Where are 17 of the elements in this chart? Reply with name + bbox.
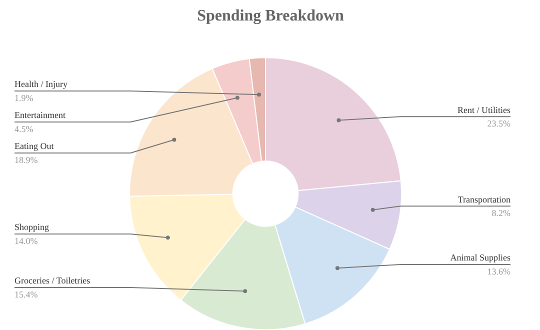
slice-label: Entertainment <box>14 110 66 120</box>
slice-label: Rent / Utilities <box>458 104 511 115</box>
data-label: 8.2% <box>492 208 512 218</box>
slice-label: Groceries / Toiletries <box>14 276 91 286</box>
slice-label: Shopping <box>14 222 50 232</box>
slice-label: Health / Injury <box>14 79 68 90</box>
data-label: 4.5% <box>14 124 34 134</box>
data-label: 15.4% <box>14 289 38 300</box>
chart-title: Spending Breakdown <box>197 8 344 24</box>
slice-label: Animal Supplies <box>450 252 511 263</box>
data-label: 14.0% <box>14 236 38 246</box>
data-label: 23.5% <box>487 118 512 128</box>
data-label: 13.6% <box>487 266 512 276</box>
data-label: 18.9% <box>14 154 38 165</box>
data-label: 1.9% <box>14 92 34 103</box>
slice-label: Eating Out <box>14 141 54 152</box>
slice-label: Transportation <box>458 194 511 204</box>
